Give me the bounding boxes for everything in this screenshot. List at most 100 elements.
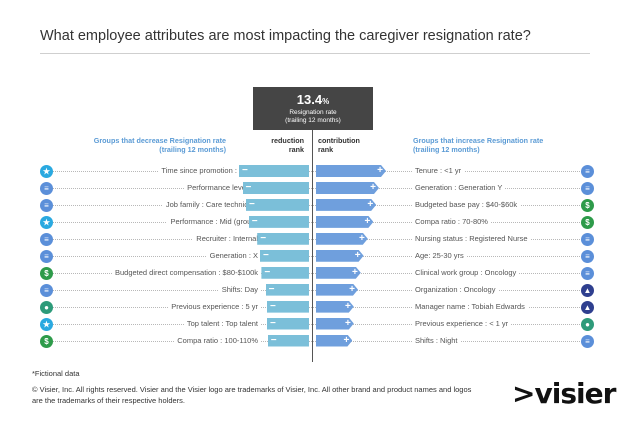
reduction-bar: − xyxy=(267,300,309,313)
increase-group-label: Nursing status : Registered Nurse xyxy=(413,233,531,244)
reduction-bar: − xyxy=(248,215,309,228)
plus-icon: + xyxy=(370,181,376,193)
dollar-icon: $ xyxy=(40,266,53,280)
increase-group-label: Manager name : Tobiah Edwards xyxy=(413,301,528,312)
decrease-heading-line1: Groups that decrease Resignation rate xyxy=(93,136,226,145)
person-icon: ● xyxy=(581,317,594,331)
increase-heading-line1: Groups that increase Resignation rate xyxy=(413,136,544,145)
contribution-bar: + xyxy=(316,250,364,262)
decrease-group-label: Job family : Care technician xyxy=(162,199,260,210)
chart-row: ≡ Performance level : 4− + Generation : Gen… xyxy=(40,180,594,197)
chart-icon: ≡ xyxy=(581,181,594,195)
chart-row: ≡ Shifts: Day − + Organization : Oncology ▲ xyxy=(40,282,594,299)
increase-groups-heading: Groups that increase Resignation rate (t… xyxy=(413,136,583,154)
decrease-group-label: Top talent : Top talent xyxy=(183,318,260,329)
minus-icon: − xyxy=(264,266,271,278)
contribution-bar: + xyxy=(316,318,354,330)
increase-group-label: Previous experience : < 1 yr xyxy=(413,318,512,329)
chart-row: ≡ Recruiter : Internal − + Nursing status : … xyxy=(40,231,594,248)
chart-icon: ≡ xyxy=(40,181,53,195)
minus-icon: − xyxy=(270,300,276,312)
decrease-heading-line2: (trailing 12 months) xyxy=(159,145,226,154)
reduction-heading-line1: reduction xyxy=(271,136,304,145)
chart-icon: ≡ xyxy=(40,283,53,297)
increase-heading-line2: (trailing 12 months) xyxy=(413,145,480,154)
chart-icon: ≡ xyxy=(581,249,594,263)
star-icon: ★ xyxy=(40,215,53,229)
reduction-bar: − xyxy=(257,232,309,245)
chart-icon: ≡ xyxy=(40,232,53,246)
decrease-group-label: Time since promotion : < 1 yr xyxy=(158,166,260,176)
star-icon: ★ xyxy=(40,165,53,178)
contribution-bar: + xyxy=(316,233,368,245)
star-icon: ★ xyxy=(40,317,53,331)
minus-icon: − xyxy=(263,249,269,261)
center-axis-line xyxy=(312,130,313,362)
increase-group-label: Tenure : <1 yr xyxy=(413,166,465,176)
decrease-groups-heading: Groups that decrease Resignation rate (t… xyxy=(60,136,226,154)
dollar-icon: $ xyxy=(40,334,53,348)
increase-group-label: Budgeted base pay : $40-$60k xyxy=(413,199,521,210)
contribution-bar: + xyxy=(316,182,379,194)
minus-icon: − xyxy=(251,215,258,227)
chart-row: ● Previous experience : 5 yr − + Manager nam… xyxy=(40,299,594,316)
decrease-group-label: Previous experience : 5 yr xyxy=(168,301,260,312)
resignation-rate-value: 13.4% xyxy=(253,93,373,109)
title-divider xyxy=(40,53,590,54)
increase-group-label: Organization : Oncology xyxy=(413,284,499,295)
minus-icon: − xyxy=(270,334,277,346)
plus-icon: + xyxy=(351,266,358,278)
resignation-rate-box: 13.4% Resignation rate (trailing 12 mont… xyxy=(253,87,373,130)
reduction-bar: − xyxy=(261,266,309,279)
contribution-heading-line1: contribution xyxy=(318,136,360,145)
rate-number: 13.4 xyxy=(296,92,323,107)
plus-icon: + xyxy=(349,283,355,295)
decrease-group-label: Budgeted direct compensation : $80-$100k xyxy=(111,267,260,278)
contribution-bar: + xyxy=(316,267,361,279)
reduction-bar: − xyxy=(265,283,309,296)
increase-group-label: Clinical work group : Oncology xyxy=(413,267,520,278)
chart-row: ★ Time since promotion : < 1 yr − + Tenure :… xyxy=(40,163,594,180)
decrease-group-label: Recruiter : Internal xyxy=(193,233,260,244)
dollar-icon: $ xyxy=(581,215,594,229)
copyright-notice: © Visier, Inc. All rights reserved. Visi… xyxy=(32,385,472,405)
minus-icon: − xyxy=(268,283,275,295)
plus-icon: + xyxy=(343,334,350,346)
chart-row: $ Budgeted direct compensation : $80-$100… xyxy=(40,265,594,282)
plus-icon: + xyxy=(358,232,365,244)
chart-row: ≡ Job family : Care technician − + Budgeted … xyxy=(40,197,594,214)
chart-icon: ≡ xyxy=(581,232,594,246)
logo-text: visier xyxy=(534,377,616,410)
plus-icon: + xyxy=(367,198,374,210)
plus-icon: + xyxy=(344,300,351,312)
reduction-bar: − xyxy=(260,249,309,262)
minus-icon: − xyxy=(260,232,267,244)
reduction-rank-heading: reduction rank xyxy=(248,136,304,154)
chart-row: ★ Top talent : Top talent − + Previous exper… xyxy=(40,316,594,333)
decrease-group-label: Performance : Mid (group) xyxy=(167,216,260,227)
person-icon: ● xyxy=(40,300,53,314)
decrease-group-label: Shifts: Day xyxy=(218,284,260,295)
chart-row: ≡ Generation : X − + Age: 25-30 yrs ≡ xyxy=(40,248,594,265)
plus-icon: + xyxy=(364,215,371,227)
chart-icon: ≡ xyxy=(40,249,53,263)
contribution-bar: + xyxy=(316,301,354,313)
contribution-bar: + xyxy=(316,335,352,347)
minus-icon: − xyxy=(245,181,252,193)
minus-icon: − xyxy=(242,165,248,176)
contribution-bar: + xyxy=(316,284,358,296)
visier-logo: >visier xyxy=(512,377,616,410)
minus-icon: − xyxy=(270,317,276,329)
chart-icon: ≡ xyxy=(581,334,594,348)
increase-group-label: Age: 25-30 yrs xyxy=(413,250,467,261)
resignation-rate-label: Resignation rate xyxy=(289,109,337,116)
contribution-bar: + xyxy=(316,216,373,228)
contribution-heading-line2: rank xyxy=(318,145,334,154)
chart-icon: ≡ xyxy=(581,266,594,280)
reduction-bar: − xyxy=(246,198,309,211)
contribution-rank-heading: contribution rank xyxy=(318,136,378,154)
chart-icon: ≡ xyxy=(581,165,594,178)
contribution-bar: + xyxy=(316,199,376,211)
reduction-bar: − xyxy=(242,181,309,194)
plus-icon: + xyxy=(344,317,351,329)
